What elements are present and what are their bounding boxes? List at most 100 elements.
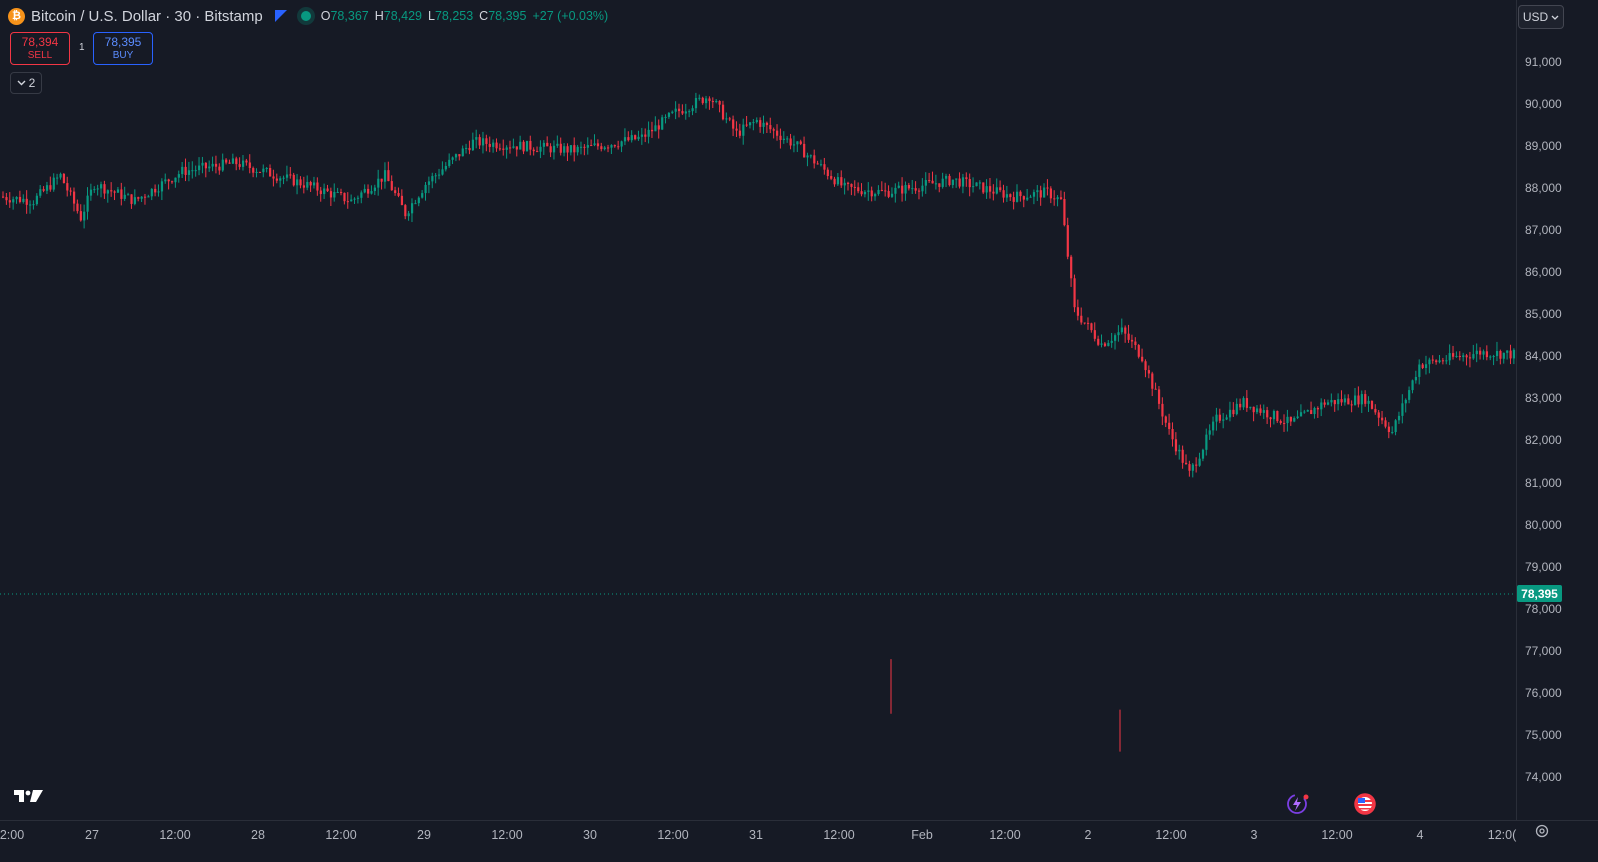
candle-body bbox=[762, 122, 765, 127]
candle-body bbox=[1354, 395, 1357, 405]
candle-body bbox=[363, 188, 366, 193]
time-tick: 2:00 bbox=[0, 828, 25, 842]
candlestick-chart[interactable] bbox=[0, 0, 1516, 820]
candle-body bbox=[1043, 187, 1046, 198]
currency-selector[interactable]: USD bbox=[1518, 5, 1564, 29]
price-tick: 74,000 bbox=[1525, 769, 1562, 784]
candle-body bbox=[708, 98, 711, 102]
candle-body bbox=[1489, 356, 1492, 358]
sell-button[interactable]: 78,394 SELL bbox=[10, 32, 70, 65]
candle-body bbox=[231, 158, 235, 164]
candle-body bbox=[610, 145, 613, 148]
candle-body bbox=[478, 137, 481, 146]
candle-body bbox=[123, 194, 126, 199]
time-tick: 31 bbox=[749, 828, 763, 842]
candle-body bbox=[1009, 194, 1012, 198]
candle-body bbox=[1303, 411, 1306, 413]
candle-body bbox=[664, 116, 667, 118]
candle-body bbox=[1374, 408, 1377, 413]
tradingview-logo[interactable] bbox=[14, 788, 44, 804]
candle-body bbox=[1032, 192, 1036, 197]
candle-body bbox=[465, 147, 468, 149]
candle-body bbox=[377, 178, 380, 188]
candle-body bbox=[397, 193, 400, 196]
candle-body bbox=[333, 191, 336, 198]
chevron-down-icon bbox=[1551, 15, 1559, 20]
candle-body bbox=[218, 166, 221, 171]
candle-body bbox=[42, 189, 45, 191]
candle-body bbox=[759, 120, 762, 127]
candle-body bbox=[1039, 190, 1042, 198]
candle-body bbox=[269, 168, 272, 177]
candle-body bbox=[1448, 353, 1451, 361]
candle-body bbox=[86, 195, 89, 212]
candle-body bbox=[1026, 197, 1029, 200]
candle-body bbox=[1286, 416, 1289, 424]
price-tick: 81,000 bbox=[1525, 475, 1562, 490]
candle-body bbox=[329, 191, 333, 198]
candle-body bbox=[1262, 410, 1265, 413]
candle-body bbox=[1499, 351, 1502, 359]
candle-body bbox=[711, 101, 714, 103]
flag-icon[interactable] bbox=[274, 10, 287, 22]
candle-body bbox=[228, 162, 231, 164]
buy-button[interactable]: 78,395 BUY bbox=[93, 32, 153, 65]
candle-body bbox=[596, 143, 600, 147]
candle-body bbox=[154, 188, 157, 193]
candle-body bbox=[502, 148, 505, 150]
candle-body bbox=[312, 182, 316, 186]
symbol-title[interactable]: Bitcoin / U.S. Dollar · 30 · Bitstamp bbox=[31, 7, 263, 25]
candle-body bbox=[961, 177, 965, 187]
candle-body bbox=[1191, 464, 1194, 471]
candle-body bbox=[1164, 416, 1167, 423]
candle-body bbox=[1239, 403, 1242, 408]
candle-body bbox=[1350, 404, 1353, 406]
candle-body bbox=[823, 164, 826, 170]
candle-body bbox=[860, 191, 863, 195]
price-axis[interactable] bbox=[1516, 0, 1598, 820]
gear-icon[interactable] bbox=[1534, 823, 1550, 839]
candle-body bbox=[498, 148, 502, 150]
time-tick: 12:00 bbox=[491, 828, 523, 842]
currency-label: USD bbox=[1522, 10, 1549, 24]
candle-body bbox=[127, 194, 130, 196]
candle-body bbox=[448, 159, 451, 166]
candle-body bbox=[380, 178, 383, 182]
candle-body bbox=[573, 145, 576, 153]
us-flag-icon[interactable] bbox=[1354, 793, 1376, 815]
candle-body bbox=[32, 204, 35, 206]
candle-body bbox=[644, 134, 647, 137]
candle-body bbox=[76, 203, 79, 212]
candle-body bbox=[975, 182, 978, 187]
candle-body bbox=[59, 173, 62, 178]
candle-body bbox=[492, 142, 495, 147]
indicators-toggle-button[interactable]: 2 bbox=[10, 72, 42, 94]
candle-body bbox=[1279, 421, 1282, 423]
candle-body bbox=[309, 181, 312, 186]
candle-body bbox=[1276, 410, 1279, 422]
candle-body bbox=[972, 186, 975, 188]
price-tick: 87,000 bbox=[1525, 223, 1562, 238]
candle-body bbox=[45, 185, 49, 191]
candle-body bbox=[715, 101, 718, 103]
candle-body bbox=[1029, 196, 1032, 198]
candle-body bbox=[289, 174, 292, 176]
candle-body bbox=[874, 194, 877, 197]
candle-body bbox=[1364, 394, 1367, 404]
lightning-icon[interactable] bbox=[1285, 793, 1311, 815]
candle-body bbox=[755, 120, 758, 123]
candle-body bbox=[799, 141, 802, 144]
spread-value: 1 bbox=[79, 42, 85, 53]
candle-body bbox=[955, 178, 958, 180]
price-tick: 75,000 bbox=[1525, 727, 1562, 742]
candle-body bbox=[1435, 360, 1438, 363]
candle-body bbox=[1124, 327, 1127, 334]
candle-body bbox=[83, 211, 86, 221]
candle-body bbox=[100, 184, 103, 189]
candle-body bbox=[1086, 322, 1090, 324]
candle-body bbox=[12, 199, 15, 203]
candle-body bbox=[140, 196, 143, 199]
candle-body bbox=[934, 183, 938, 185]
time-axis[interactable] bbox=[0, 820, 1598, 862]
candle-body bbox=[346, 201, 349, 203]
